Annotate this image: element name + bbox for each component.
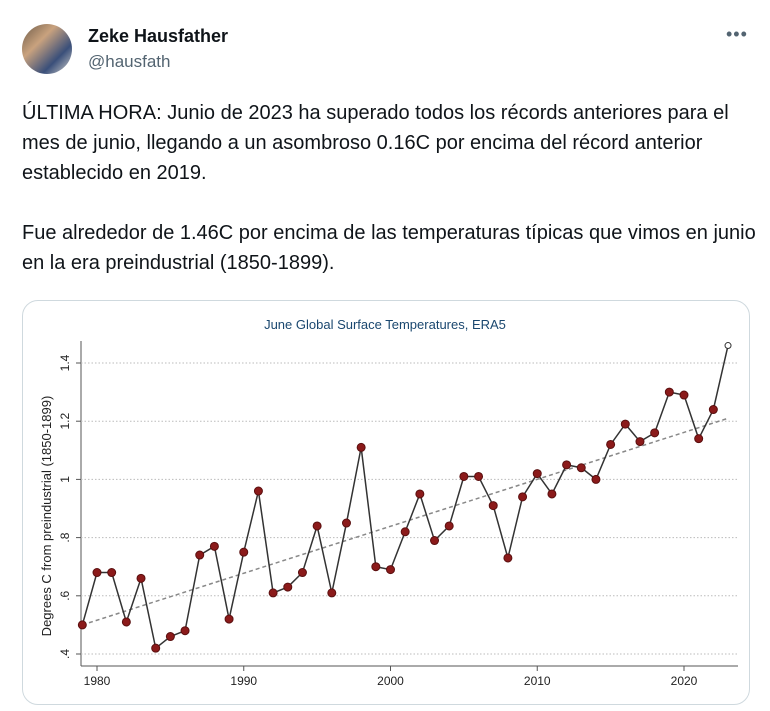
data-point <box>92 568 102 578</box>
data-point <box>650 428 660 438</box>
data-point <box>386 565 395 575</box>
data-point <box>415 489 425 499</box>
y-axis-label: Degrees C from preindustrial (1850-1899) <box>39 396 54 637</box>
data-point <box>664 387 674 397</box>
data-point <box>474 471 484 481</box>
data-point <box>606 439 616 449</box>
chart-title: June Global Surface Temperatures, ERA5 <box>264 317 506 332</box>
tweet-paragraph: Fue alrededor de 1.46C por encima de las… <box>22 222 756 274</box>
avatar[interactable] <box>22 24 72 74</box>
y-tick-label: .6 <box>58 590 72 600</box>
data-point <box>371 562 381 572</box>
series-line <box>81 345 729 650</box>
data-point <box>356 442 366 452</box>
chart: June Global Surface Temperatures, ERA5 D… <box>39 317 738 688</box>
data-point <box>224 614 234 624</box>
data-point <box>459 471 469 481</box>
y-tick-label: .4 <box>58 649 72 659</box>
x-tick-label: 1990 <box>230 674 257 688</box>
data-point <box>136 573 146 583</box>
data-point <box>430 536 440 546</box>
tweet-paragraph: ÚLTIMA HORA: Junio de 2023 ha superado t… <box>22 102 729 184</box>
data-point <box>283 582 293 592</box>
data-point <box>708 405 718 415</box>
data-point <box>694 434 704 444</box>
data-point <box>209 541 219 551</box>
data-point <box>268 588 278 598</box>
trend-line <box>82 417 729 626</box>
data-point <box>488 501 498 511</box>
data-point <box>151 643 161 653</box>
data-point <box>77 620 87 630</box>
y-tick-label: 1.2 <box>58 413 72 430</box>
chart-image[interactable]: June Global Surface Temperatures, ERA5 D… <box>22 300 750 705</box>
ellipsis-icon[interactable]: ••• <box>726 24 748 44</box>
x-tick-label: 1980 <box>84 674 111 688</box>
x-tick-label: 2020 <box>671 674 698 688</box>
author-name[interactable]: Zeke Hausfather <box>88 26 229 46</box>
tweet-text: ÚLTIMA HORA: Junio de 2023 ha superado t… <box>22 98 762 278</box>
data-point <box>591 474 601 484</box>
data-point <box>239 547 249 557</box>
data-point <box>312 521 322 531</box>
x-tick-label: 2010 <box>524 674 551 688</box>
data-point <box>107 568 117 578</box>
data-point <box>635 437 645 447</box>
data-point-highlight <box>724 342 732 350</box>
y-tick-label: 1.4 <box>58 354 72 371</box>
data-point <box>679 390 689 400</box>
y-tick-label: 1 <box>58 476 72 483</box>
data-point <box>562 460 572 470</box>
data-point <box>620 419 630 429</box>
data-point <box>547 489 557 499</box>
data-point <box>503 553 513 563</box>
author-handle[interactable]: @hausfath <box>88 52 171 71</box>
data-point <box>327 588 337 598</box>
data-point <box>444 521 454 531</box>
data-point <box>576 463 586 473</box>
data-point <box>532 469 542 479</box>
data-point <box>341 518 351 528</box>
data-point <box>121 617 131 627</box>
data-point <box>297 568 307 578</box>
data-point <box>180 626 190 636</box>
data-point <box>165 632 175 642</box>
data-point <box>400 527 410 537</box>
data-point <box>195 550 205 560</box>
y-tick-label: .8 <box>58 532 72 542</box>
data-point <box>518 492 528 502</box>
x-tick-label: 2000 <box>377 674 404 688</box>
data-point <box>253 486 263 496</box>
